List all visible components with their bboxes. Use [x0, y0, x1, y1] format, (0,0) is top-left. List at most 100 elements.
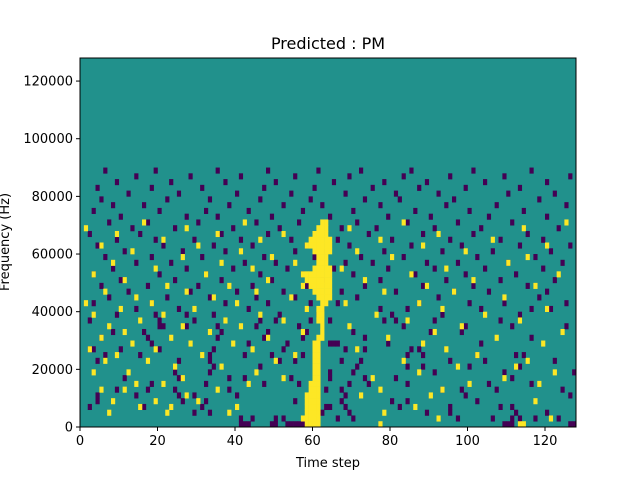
- heatmap-cell-low: [529, 305, 534, 312]
- heatmap-cell-high: [320, 219, 325, 226]
- heatmap-cell-low: [111, 202, 116, 209]
- heatmap-cell-high: [281, 230, 286, 238]
- heatmap-cell-high: [196, 398, 201, 405]
- heatmap-cell-low: [258, 196, 263, 203]
- heatmap-cell-low: [324, 403, 329, 411]
- heatmap-cell-high: [99, 242, 104, 249]
- heatmap-cell-high: [324, 271, 329, 278]
- heatmap-cell-low: [355, 363, 360, 370]
- heatmap-cell-low: [266, 300, 271, 307]
- heatmap-cell-low: [370, 184, 375, 191]
- heatmap-cell-low: [91, 207, 96, 214]
- heatmap-cell-low: [370, 259, 375, 266]
- heatmap-cell-low: [448, 357, 453, 364]
- heatmap-cell-high: [320, 300, 325, 307]
- heatmap-cell-high: [308, 277, 313, 284]
- heatmap-cell-low: [490, 248, 495, 255]
- heatmap-cell-high: [494, 334, 499, 341]
- heatmap-cell-low: [99, 282, 104, 289]
- heatmap-cell-low: [401, 323, 406, 330]
- heatmap-cell-low: [483, 357, 488, 364]
- heatmap-cell-high: [324, 294, 329, 301]
- heatmap-cell-high: [293, 352, 298, 359]
- heatmap-cell-low: [145, 334, 151, 341]
- heatmap-cell-high: [223, 317, 228, 324]
- heatmap-cell-low: [552, 190, 557, 197]
- heatmap-cell-high: [436, 415, 441, 422]
- heatmap-cell-high: [320, 254, 325, 261]
- heatmap-cell-low: [118, 277, 123, 284]
- heatmap-cell-low: [211, 242, 216, 249]
- heatmap-cell-high: [300, 328, 306, 336]
- heatmap-cell-low: [111, 328, 116, 336]
- heatmap-cell-high: [355, 248, 360, 255]
- heatmap-cell-low: [393, 288, 399, 295]
- heatmap-cell-low: [382, 179, 387, 186]
- heatmap-cell-high: [328, 294, 333, 301]
- heatmap-cell-low: [556, 225, 561, 232]
- heatmap-cell-high: [320, 225, 325, 232]
- heatmap-cell-low: [114, 386, 120, 393]
- heatmap-cell-high: [312, 421, 317, 428]
- heatmap-cell-low: [564, 323, 569, 330]
- heatmap-cell-high: [215, 230, 220, 238]
- heatmap-cell-low: [297, 421, 302, 428]
- heatmap-cell-low: [510, 219, 515, 226]
- heatmap-cell-high: [300, 415, 306, 422]
- heatmap-cell-low: [386, 340, 391, 347]
- heatmap-cell-low: [486, 380, 492, 387]
- heatmap-cell-low: [297, 380, 302, 387]
- heatmap-cell-low: [204, 207, 209, 214]
- heatmap-cell-high: [99, 334, 104, 341]
- heatmap-cell-low: [444, 277, 449, 284]
- heatmap-cell-low: [359, 254, 364, 261]
- heatmap-cell-low: [293, 173, 298, 180]
- heatmap-cell-high: [316, 386, 321, 393]
- heatmap-cell-low: [498, 317, 503, 324]
- heatmap-cell-low: [207, 294, 213, 301]
- heatmap-cell-low: [103, 254, 108, 261]
- heatmap-cell-low: [207, 409, 213, 416]
- heatmap-cell-low: [238, 173, 244, 180]
- heatmap-cell-low: [242, 352, 247, 359]
- heatmap-cell-high: [83, 225, 89, 232]
- heatmap-cell-low: [331, 340, 337, 347]
- heatmap-cell-low: [107, 219, 112, 226]
- heatmap-cell-low: [196, 282, 201, 289]
- heatmap-cell-high: [316, 334, 321, 341]
- plot-frame: [79, 57, 577, 428]
- heatmap-cell-high: [304, 392, 309, 399]
- heatmap-cell-low: [548, 248, 554, 255]
- heatmap-cell-low: [207, 196, 213, 203]
- heatmap-cell-high: [316, 415, 321, 422]
- heatmap-cell-high: [324, 282, 329, 289]
- heatmap-cell-high: [266, 334, 271, 341]
- heatmap-cell-low: [130, 225, 135, 232]
- heatmap-cell-high: [316, 248, 321, 255]
- heatmap-cell-low: [269, 352, 275, 359]
- heatmap-cell-low: [95, 357, 100, 364]
- heatmap-cell-low: [269, 213, 275, 220]
- heatmap-cell-high: [324, 300, 329, 307]
- heatmap-cell-low: [463, 184, 468, 191]
- heatmap-cell-low: [405, 380, 410, 387]
- heatmap-cell-low: [223, 248, 228, 255]
- heatmap-cell-low: [405, 352, 410, 359]
- y-axis-label: Frequency (Hz): [0, 193, 13, 291]
- heatmap-cell-low: [211, 311, 216, 318]
- heatmap-cell-high: [304, 409, 309, 416]
- heatmap-cell-low: [204, 380, 209, 387]
- heatmap-cell-low: [173, 225, 178, 232]
- heatmap-cell-high: [281, 317, 286, 324]
- heatmap-cell-high: [316, 352, 321, 359]
- heatmap-cell-high: [111, 398, 116, 405]
- heatmap-cell-high: [134, 294, 139, 301]
- heatmap-cell-low: [142, 403, 147, 411]
- heatmap-cell-high: [304, 305, 309, 312]
- heatmap-cell-high: [564, 219, 569, 226]
- heatmap-cell-low: [126, 190, 131, 197]
- heatmap-cell-low: [517, 363, 523, 370]
- heatmap-cell-low: [545, 409, 550, 416]
- heatmap-cell-high: [521, 225, 526, 232]
- heatmap-cell-low: [266, 328, 271, 336]
